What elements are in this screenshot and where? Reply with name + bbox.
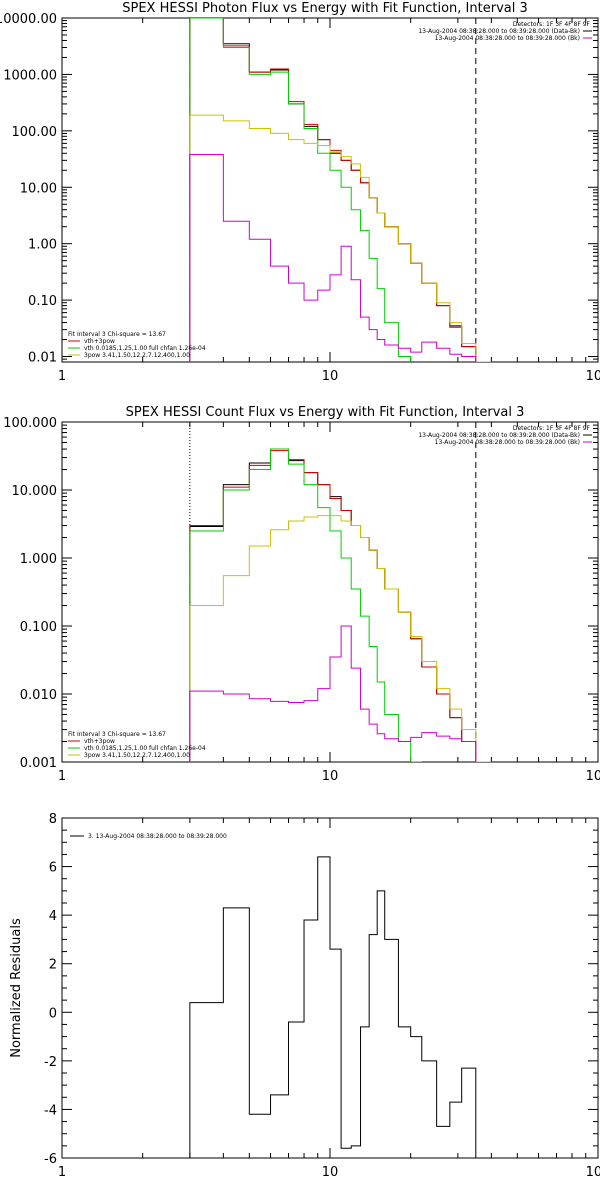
- data-series-group: [189, 18, 492, 362]
- series-bk: [189, 625, 477, 762]
- x-tick-label: 100: [586, 369, 600, 384]
- y-tick-label: 2: [49, 958, 57, 973]
- y-tick-label: 10.00: [20, 181, 57, 196]
- x-tick-label: 10: [322, 769, 339, 784]
- header-text-1: 13-Aug-2004 08:38:28.000 to 08:39:28.000…: [418, 28, 580, 35]
- legend-label: vth 0.0185,1.25,1.00 full chfan 1.26e-04: [84, 745, 206, 752]
- fit-label: Fit Interval 3 Chi-square = 13.67: [68, 731, 166, 738]
- header-text-0: Detectors: 1F 3F 4F 8F 9F: [513, 425, 591, 432]
- y-tick-label: 0: [49, 1006, 57, 1021]
- y-tick-label: -6: [44, 1152, 57, 1167]
- y-tick-label: 1.00: [28, 238, 57, 253]
- y-tick-label: 0.010: [20, 688, 57, 703]
- series-residuals: [189, 856, 477, 1158]
- legend-label: vth 0.0185,1.25,1.00 full chfan 1.26e-04: [84, 345, 206, 352]
- x-tick-label: 100: [586, 769, 600, 784]
- series-bk: [189, 154, 477, 362]
- legend-label: 3pow 3.41,1.50,12.2,7.12,400,1.00: [84, 352, 190, 359]
- y-tick-label: 10000.00: [0, 12, 57, 27]
- y-tick-label: 1000.00: [3, 68, 57, 83]
- x-tick-label: 10: [322, 369, 339, 384]
- legend-label: 3. 13-Aug-2004 08:38:28.000 to 08:39:28.…: [88, 833, 227, 840]
- header-text-1: 13-Aug-2004 08:38:28.000 to 08:39:28.000…: [418, 432, 580, 439]
- y-tick-label: 100.00: [12, 125, 58, 140]
- y-tick-label: 10.000: [12, 484, 58, 499]
- legend-label: vth+3pow: [84, 338, 115, 345]
- series-vth: [189, 18, 412, 362]
- series-3pow: [189, 515, 492, 762]
- y-tick-label: 0.100: [20, 620, 57, 635]
- legend-label: 3pow 3.41,1.50,12.2,7.12,400,1.00: [84, 752, 190, 759]
- y-tick-label: 0.10: [28, 294, 57, 309]
- y-axis-label: Normalized Residuals: [9, 918, 24, 1058]
- series-vth: [189, 448, 422, 762]
- y-tick-label: 1.000: [20, 552, 57, 567]
- x-tick-label: 1: [58, 1165, 66, 1180]
- header-text-0: Detectors: 1F 3F 4F 8F 9F: [513, 21, 591, 28]
- series-3pow: [189, 114, 492, 362]
- y-tick-label: 6: [49, 861, 57, 876]
- x-tick-label: 1: [58, 369, 66, 384]
- y-tick-label: -4: [44, 1103, 57, 1118]
- data-series-group: [189, 856, 477, 1158]
- data-series-group: [189, 448, 492, 762]
- x-tick-label: 100: [586, 1165, 600, 1180]
- chart-title: SPEX HESSI Count Flux vs Energy with Fit…: [126, 405, 525, 420]
- header-text-2: 13-Aug-2004 08:38:28.000 to 08:39:28.000…: [435, 439, 580, 446]
- y-tick-label: 0.001: [20, 756, 57, 771]
- chart-panel-2: SPEX HESSI Count Flux vs Energy with Fit…: [3, 405, 600, 784]
- chart-panel-3: 1 10 100 8 6 4 2 0 -2 -4 -6 Normalized Residuals 3. …: [9, 812, 600, 1180]
- x-tick-label: 1: [58, 769, 66, 784]
- x-tick-label: 10: [322, 1165, 339, 1180]
- y-tick-label: 4: [49, 909, 57, 924]
- legend-label: vth+3pow: [84, 738, 115, 745]
- y-tick-label: 100.000: [3, 416, 57, 431]
- y-tick-label: 8: [49, 812, 57, 827]
- y-tick-label: 0.01: [28, 351, 57, 366]
- chart-panel-1: SPEX HESSI Photon Flux vs Energy with Fi…: [0, 1, 600, 384]
- y-tick-label: -2: [44, 1055, 57, 1070]
- header-text-2: 13-Aug-2004 08:38:28.000 to 08:39:28.000…: [435, 35, 580, 42]
- fit-label: Fit Interval 3 Chi-square = 13.67: [68, 331, 166, 338]
- chart-title: SPEX HESSI Photon Flux vs Energy with Fi…: [122, 1, 528, 16]
